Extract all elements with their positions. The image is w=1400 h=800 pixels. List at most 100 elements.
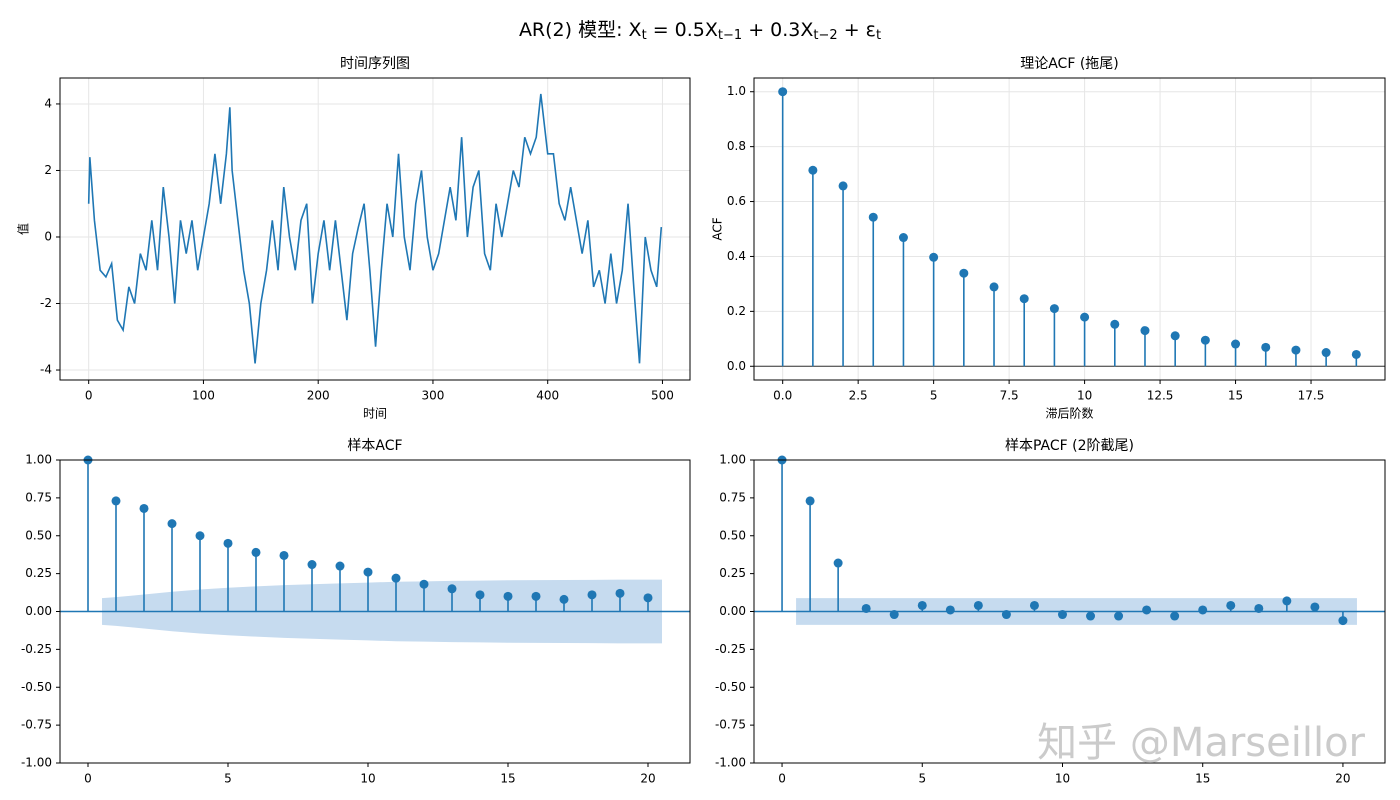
x-tick-label: 0 bbox=[85, 389, 93, 403]
y-tick-label: -0.75 bbox=[21, 718, 52, 732]
stem-marker bbox=[1200, 335, 1210, 345]
title-part: + ε bbox=[838, 19, 876, 41]
y-tick-label: -1.00 bbox=[715, 756, 746, 770]
stem-marker bbox=[805, 496, 815, 506]
y-axis-label: 值 bbox=[16, 223, 31, 235]
stem-marker bbox=[1231, 339, 1241, 349]
stem-marker bbox=[929, 252, 939, 262]
y-tick-label: 1.00 bbox=[719, 453, 746, 467]
stem-marker bbox=[223, 538, 233, 548]
x-tick-label: 17.5 bbox=[1298, 389, 1325, 403]
stem-marker bbox=[868, 212, 878, 222]
y-tick-label: 1.0 bbox=[727, 84, 746, 98]
x-tick-label: 15 bbox=[1195, 772, 1210, 786]
stem-marker bbox=[531, 591, 541, 601]
stem-marker bbox=[111, 496, 121, 506]
x-tick-label: 10 bbox=[360, 772, 375, 786]
stem-marker bbox=[1351, 349, 1361, 359]
y-tick-label: -4 bbox=[40, 363, 52, 377]
stem-marker bbox=[1282, 596, 1292, 606]
stem-marker bbox=[251, 547, 261, 557]
stem-marker bbox=[1338, 616, 1348, 626]
figure-title: AR(2) 模型: Xt = 0.5Xt−1 + 0.3Xt−2 + εt bbox=[519, 19, 881, 43]
stem-marker bbox=[363, 567, 373, 577]
y-tick-label: -0.75 bbox=[715, 718, 746, 732]
y-tick-label: 0.00 bbox=[25, 604, 52, 618]
x-tick-label: 5 bbox=[918, 772, 926, 786]
stem-marker bbox=[945, 605, 955, 615]
stem-marker bbox=[1142, 605, 1152, 615]
stem-marker bbox=[1140, 326, 1150, 336]
stem-marker bbox=[335, 561, 345, 571]
title-part: AR(2) 模型: X bbox=[519, 19, 642, 41]
y-tick-label: 0.00 bbox=[719, 604, 746, 618]
stem-marker bbox=[898, 233, 908, 243]
x-tick-label: 15 bbox=[1228, 389, 1243, 403]
y-tick-label: 0.0 bbox=[727, 359, 746, 373]
stem-marker bbox=[1019, 294, 1029, 304]
x-axis-label: 滞后阶数 bbox=[1045, 406, 1093, 421]
y-tick-label: 0 bbox=[44, 229, 52, 243]
stem-marker bbox=[1261, 342, 1271, 352]
watermark: 知乎 @Marseillor bbox=[1037, 720, 1365, 766]
y-tick-label: -0.25 bbox=[715, 642, 746, 656]
x-tick-label: 20 bbox=[640, 772, 655, 786]
stem-marker bbox=[1291, 345, 1301, 355]
title-subscript: t bbox=[876, 28, 881, 43]
x-tick-label: 0 bbox=[778, 772, 786, 786]
x-tick-label: 200 bbox=[307, 389, 330, 403]
y-tick-label: 0.25 bbox=[25, 566, 52, 580]
x-tick-label: 300 bbox=[421, 389, 444, 403]
stem-marker bbox=[959, 268, 969, 278]
x-tick-label: 10 bbox=[1077, 389, 1092, 403]
y-tick-label: -1.00 bbox=[21, 756, 52, 770]
x-tick-label: 0.0 bbox=[773, 389, 792, 403]
y-tick-label: 0.50 bbox=[719, 528, 746, 542]
stem-marker bbox=[643, 593, 653, 603]
x-tick-label: 5 bbox=[224, 772, 232, 786]
y-tick-label: -0.25 bbox=[21, 642, 52, 656]
stem-marker bbox=[1226, 600, 1236, 610]
stem-marker bbox=[808, 165, 818, 175]
y-tick-label: 0.75 bbox=[25, 490, 52, 504]
stem-marker bbox=[391, 573, 401, 583]
title-part: = 0.5X bbox=[647, 19, 718, 41]
stem-marker bbox=[1110, 319, 1120, 329]
y-tick-label: 0.6 bbox=[727, 194, 746, 208]
stem-marker bbox=[139, 503, 149, 513]
y-tick-label: 0.75 bbox=[719, 490, 746, 504]
x-tick-label: 500 bbox=[651, 389, 674, 403]
x-tick-label: 12.5 bbox=[1147, 389, 1174, 403]
stem-marker bbox=[1086, 611, 1096, 621]
y-tick-label: 0.4 bbox=[727, 249, 746, 263]
plot-frame bbox=[59, 77, 691, 381]
stem-marker bbox=[419, 579, 429, 589]
stem-marker bbox=[1321, 348, 1331, 358]
stem-marker bbox=[889, 610, 899, 620]
title-subscript: t−1 bbox=[718, 28, 742, 43]
stem-marker bbox=[167, 519, 177, 529]
series-line bbox=[87, 93, 663, 364]
x-tick-label: 20 bbox=[1335, 772, 1350, 786]
x-tick-label: 2.5 bbox=[849, 389, 868, 403]
x-tick-label: 10 bbox=[1055, 772, 1070, 786]
plot-frame bbox=[753, 77, 1386, 381]
y-axis-label: ACF bbox=[711, 217, 725, 240]
stem-marker bbox=[989, 282, 999, 292]
y-tick-label: 0.8 bbox=[727, 139, 746, 153]
stem-marker bbox=[1001, 610, 1011, 620]
title-subscript: t bbox=[642, 28, 647, 43]
y-tick-label: 2 bbox=[44, 163, 52, 177]
y-tick-label: -0.50 bbox=[21, 680, 52, 694]
x-axis-label: 时间 bbox=[363, 407, 387, 421]
subplot-title: 样本ACF bbox=[347, 438, 402, 454]
stem-marker bbox=[1310, 602, 1320, 612]
x-tick-label: 400 bbox=[536, 389, 559, 403]
stem-marker bbox=[1080, 312, 1090, 322]
stem-marker bbox=[1170, 331, 1180, 341]
stem-marker bbox=[195, 531, 205, 541]
x-tick-label: 7.5 bbox=[1000, 389, 1019, 403]
stem-marker bbox=[1114, 611, 1124, 621]
stem-marker bbox=[1254, 603, 1264, 613]
